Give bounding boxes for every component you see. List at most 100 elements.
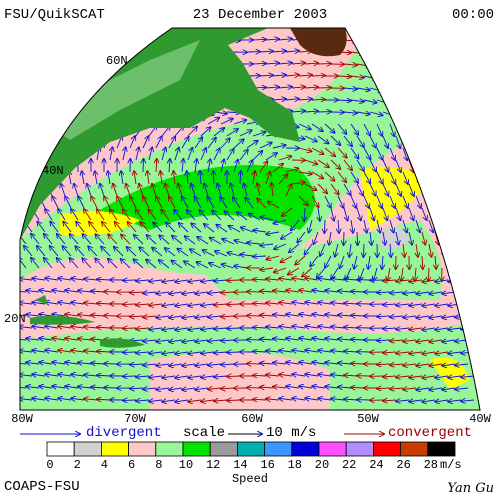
wind-arrow xyxy=(165,184,170,197)
wind-arrow xyxy=(135,39,147,47)
wind-arrow xyxy=(273,315,287,316)
wind-arrow xyxy=(20,303,33,304)
wind-arrow xyxy=(97,209,105,221)
wind-arrow xyxy=(259,51,273,52)
wind-arrow xyxy=(467,99,478,108)
wind-arrow xyxy=(195,364,209,366)
wind-arrow xyxy=(195,292,209,294)
wind-arrow xyxy=(20,234,27,245)
wind-arrow xyxy=(428,219,433,232)
wind-arrow xyxy=(253,256,267,257)
wind-arrow xyxy=(149,280,163,282)
wind-arrow xyxy=(330,135,340,145)
wind-arrow xyxy=(447,63,458,72)
wind-arrow xyxy=(460,231,465,244)
wind-arrow xyxy=(175,376,189,378)
wind-arrow xyxy=(454,171,459,184)
wind-arrow xyxy=(114,247,124,257)
wind-arrow xyxy=(473,39,480,48)
wind-arrow xyxy=(447,111,458,120)
wind-arrow xyxy=(340,255,345,268)
wind-arrow xyxy=(64,51,75,60)
wind-arrow xyxy=(161,147,166,161)
wind-arrow xyxy=(227,376,241,377)
wind-arrow xyxy=(221,292,235,293)
wind-arrow xyxy=(369,159,376,171)
wind-arrow xyxy=(89,222,98,233)
wind-arrow xyxy=(292,302,306,304)
wind-arrow xyxy=(434,183,440,196)
wind-arrow xyxy=(169,388,183,390)
wind-arrow xyxy=(20,279,33,280)
wind-arrow xyxy=(91,291,105,292)
wind-arrow xyxy=(382,63,395,68)
wind-arrow xyxy=(395,207,400,220)
wind-arrow xyxy=(415,267,416,281)
wind-arrow xyxy=(343,64,357,65)
wind-arrow xyxy=(31,39,43,46)
wind-arrow xyxy=(376,171,383,184)
wind-arrow xyxy=(382,207,387,220)
wind-arrow xyxy=(390,340,404,341)
wind-arrow xyxy=(396,352,410,353)
wind-arrow xyxy=(162,352,176,354)
wind-arrow xyxy=(272,75,286,76)
wind-arrow xyxy=(376,123,382,136)
wind-arrow xyxy=(129,136,135,149)
legend-divergent: divergent xyxy=(86,425,162,441)
wind-arrow xyxy=(350,195,356,208)
wind-arrow xyxy=(182,316,196,318)
land-elevation xyxy=(40,40,200,140)
wind-arrow xyxy=(434,39,446,48)
wind-arrow xyxy=(343,112,357,113)
wind-arrow xyxy=(330,159,340,169)
wind-arrow xyxy=(473,87,480,96)
wind-arrow xyxy=(338,315,352,316)
wind-arrow xyxy=(292,398,306,400)
wind-arrow xyxy=(311,123,323,131)
wind-arrow xyxy=(415,147,420,160)
wind-arrow xyxy=(292,278,306,280)
wind-arrow xyxy=(52,314,66,316)
wind-arrow xyxy=(383,400,397,401)
wind-arrow xyxy=(52,386,66,388)
wind-arrow xyxy=(149,304,163,306)
wind-arrow xyxy=(320,243,326,256)
wind-arrow xyxy=(368,255,370,269)
wind-arrow xyxy=(434,87,446,96)
wind-arrow xyxy=(434,63,446,72)
wind-arrow xyxy=(115,222,124,233)
wind-arrow xyxy=(318,374,332,376)
wind-arrow xyxy=(343,135,352,146)
wind-arrow xyxy=(304,111,318,112)
wind-arrow xyxy=(90,51,101,60)
wind-arrow xyxy=(95,171,97,185)
wind-arrow xyxy=(442,316,456,318)
wind-arrow xyxy=(32,374,46,376)
colorbar-tick: 14 xyxy=(233,458,247,472)
wind-arrow xyxy=(50,222,59,233)
wind-arrow xyxy=(71,374,85,376)
wind-arrow xyxy=(241,227,254,233)
wind-arrow xyxy=(220,197,228,209)
wind-arrow xyxy=(165,248,176,257)
wind-arrow xyxy=(291,219,300,230)
wind-arrow xyxy=(155,136,162,149)
wind-arrow xyxy=(298,123,311,129)
wind-arrow xyxy=(201,352,215,354)
wind-arrow xyxy=(58,302,72,304)
wind-arrow xyxy=(286,314,300,316)
wind-arrow xyxy=(409,376,423,378)
wind-arrow xyxy=(57,87,69,96)
legend-scale-value: 10 m/s xyxy=(266,425,316,441)
wind-arrow xyxy=(282,207,293,216)
greenland xyxy=(290,28,347,57)
wind-arrow xyxy=(273,387,287,388)
wind-arrow xyxy=(473,207,479,220)
wind-arrow xyxy=(233,139,244,149)
wind-arrow xyxy=(201,400,215,402)
wind-arrow xyxy=(416,364,430,366)
wind-arrow xyxy=(415,99,427,107)
wind-arrow xyxy=(97,303,111,304)
wind-arrow xyxy=(291,111,305,112)
